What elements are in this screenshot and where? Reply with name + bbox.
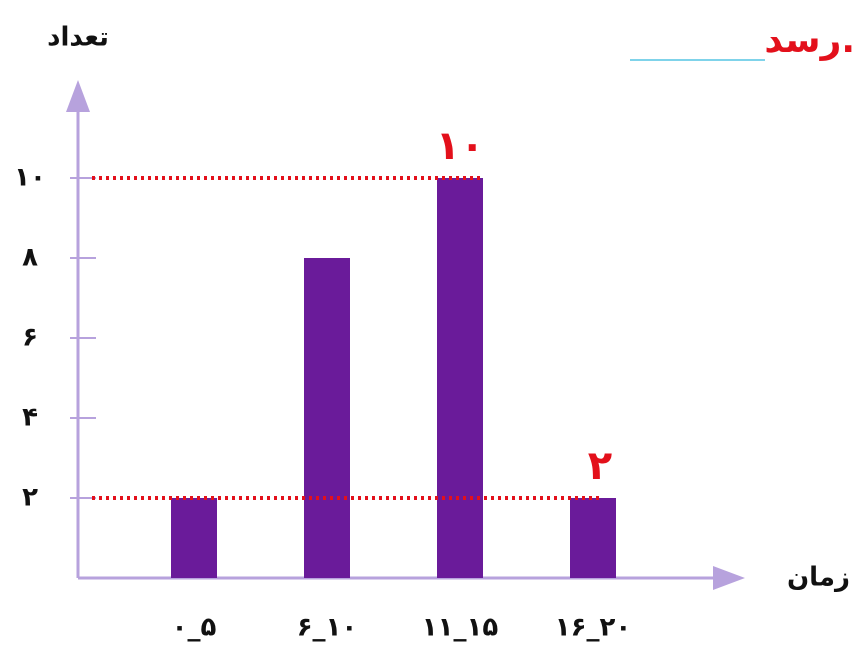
y-tick-label: ۲: [22, 483, 38, 513]
y-tick-label: ۶: [22, 323, 38, 353]
annotation: ۲: [588, 443, 612, 489]
x-tick-label: ۶_۱۰: [297, 613, 358, 643]
y-tick-label: ۱۰: [14, 163, 46, 193]
note-text: رسد.: [764, 20, 855, 61]
x-arrow: [713, 566, 745, 590]
y-tick-label: ۸: [22, 243, 38, 273]
y-tick-label: ۴: [22, 403, 38, 433]
x-axis-label: زمان: [787, 563, 850, 593]
x-tick-label: ۱۱_۱۵: [422, 613, 499, 643]
x-tick-label: ۱۶_۲۰: [555, 613, 631, 643]
x-tick-label: ۰_۵: [172, 613, 217, 643]
bar: [171, 498, 217, 578]
bar: [437, 178, 483, 578]
bar: [570, 498, 616, 578]
y-arrow: [66, 80, 90, 112]
bar: [304, 258, 350, 578]
annotation: ۱۰: [436, 123, 485, 169]
y-axis-label: تعداد: [47, 23, 109, 53]
